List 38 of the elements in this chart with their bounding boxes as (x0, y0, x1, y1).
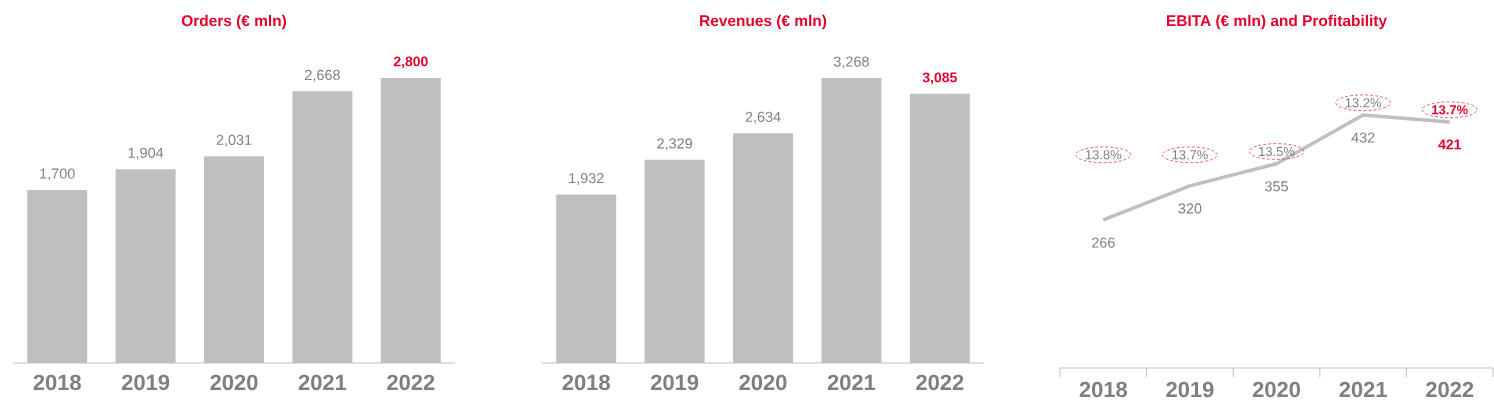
data-label: 2,800 (393, 56, 428, 69)
x-tick-label: 2022 (916, 374, 964, 391)
data-label: 355 (1265, 181, 1288, 192)
data-label: 2,031 (216, 134, 252, 147)
x-tick-label: 2021 (827, 374, 876, 391)
x-tick-label: 2019 (122, 374, 170, 391)
data-label: 3,268 (833, 56, 869, 69)
data-label: 266 (1092, 237, 1115, 248)
annotation: 13.5% (1259, 146, 1295, 157)
data-label: 1,904 (128, 147, 164, 160)
x-tick-label: 2022 (387, 374, 435, 391)
x-tick-label: 2022 (1426, 381, 1474, 398)
x-tick-label: 2018 (562, 374, 610, 391)
x-tick-label: 2018 (33, 374, 81, 391)
x-tick-label: 2018 (1079, 381, 1128, 398)
x-tick-label: 2021 (298, 374, 347, 391)
text: 13.2% (1345, 98, 1382, 108)
chart-title: EBITA (€ mln) and Profitability (1167, 14, 1387, 30)
data-label: 2,668 (305, 69, 340, 82)
data-label: 1,700 (40, 168, 75, 181)
x-tick-label: 2020 (210, 374, 258, 391)
x-tick-label: 2020 (1252, 381, 1300, 398)
x-tick-label: 2020 (739, 374, 787, 391)
data-label: 320 (1178, 203, 1202, 214)
chart-title: Orders (€ mln) (181, 14, 286, 30)
annotation: 13.7% (1172, 150, 1208, 160)
text: 13.7% (1432, 105, 1468, 115)
chart-title: Revenues (€ mln) (700, 14, 827, 30)
x-tick-label: 2019 (651, 374, 699, 391)
x-tick-label: 2021 (1339, 381, 1387, 398)
data-label: 3,085 (922, 72, 957, 85)
data-label: 2,329 (657, 138, 693, 151)
data-label: 1,932 (569, 172, 604, 185)
x-tick-label: 2019 (1166, 381, 1214, 398)
annotation: 13.8% (1085, 150, 1122, 160)
data-label: 2,634 (745, 111, 781, 124)
data-label: 432 (1351, 132, 1375, 143)
data-label: 421 (1438, 139, 1461, 150)
